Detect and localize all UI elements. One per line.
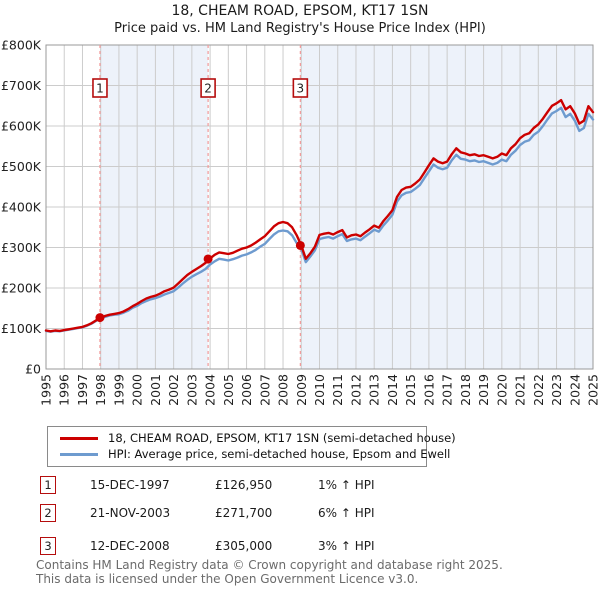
- sale-price: £305,000: [215, 539, 273, 553]
- x-axis-tick-label: 2005: [221, 374, 236, 406]
- sale-badge-box: [200, 78, 216, 98]
- sale-table-row: 1 15-DEC-1997 £126,950 1% ↑ HPI: [40, 476, 560, 496]
- x-axis-tick-label: 1998: [93, 374, 108, 406]
- x-axis-tick-label: 2025: [586, 374, 600, 406]
- sale-price: £126,950: [215, 478, 273, 492]
- copyright-footer: Contains HM Land Registry data © Crown c…: [36, 558, 503, 587]
- sale-badge-number: 1: [96, 82, 104, 96]
- property-line-swatch: [60, 436, 98, 440]
- x-axis-tick-label: 2024: [567, 374, 582, 406]
- legend-label-property: 18, CHEAM ROAD, EPSOM, KT17 1SN (semi-de…: [108, 431, 456, 445]
- price-history-chart: 1 2 3 £0 £100K £200K £300K £400K £500K £600K £700K…: [1, 38, 600, 406]
- hpi-average-line: [44, 106, 595, 333]
- sale-hpi-delta: 1% ↑ HPI: [318, 478, 375, 492]
- x-axis-tick-label: 2007: [257, 374, 272, 406]
- y-axis-tick-label: £400K: [1, 200, 42, 215]
- x-axis-tick-label: 2023: [549, 374, 564, 406]
- sale-date: 15-DEC-1997: [90, 478, 170, 492]
- x-axis-tick-label: 2012: [348, 374, 363, 406]
- sale-badge-number: 2: [204, 82, 212, 96]
- sale-badge-number: 3: [297, 82, 305, 96]
- sale-table-row: 2 21-NOV-2003 £271,700 6% ↑ HPI: [40, 504, 560, 524]
- x-axis-tick-label: 2009: [294, 374, 309, 406]
- x-axis-tick-label: 2003: [184, 374, 199, 406]
- x-axis-tick-label: 1995: [39, 374, 54, 406]
- sale-badge-box: [292, 78, 309, 98]
- x-axis-tick-label: 2000: [130, 374, 145, 406]
- y-axis-tick-label: £0: [25, 362, 41, 377]
- sale-date: 21-NOV-2003: [90, 506, 171, 520]
- y-axis-tick-label: £700K: [1, 78, 42, 93]
- x-axis-tick-label: 1999: [111, 374, 126, 406]
- x-axis-tick-label: 2001: [148, 374, 163, 406]
- plot-frame: [45, 44, 594, 370]
- x-axis-tick-label: 2020: [494, 374, 509, 406]
- x-axis-tick-label: 2008: [276, 374, 291, 406]
- x-axis-tick-label: 2014: [385, 374, 400, 406]
- hpi-line-swatch: [60, 452, 98, 456]
- y-axis-tick-label: £200K: [1, 281, 42, 296]
- x-axis-tick-label: 2004: [203, 374, 218, 406]
- sale-point-marker: [95, 313, 105, 323]
- x-axis-tick-label: 2016: [421, 374, 436, 406]
- sale-number-badge: 1: [40, 476, 56, 494]
- page-subtitle: Price paid vs. HM Land Registry's House …: [114, 21, 486, 36]
- sale-table-row: 3 12-DEC-2008 £305,000 3% ↑ HPI: [40, 537, 560, 557]
- x-axis-tick-label: 2011: [330, 374, 345, 406]
- x-axis-tick-label: 2019: [476, 374, 491, 406]
- property-price-line: [44, 98, 595, 333]
- y-axis-tick-label: £300K: [1, 240, 42, 255]
- legend-item-hpi: HPI: Average price, semi-detached house,…: [54, 446, 450, 462]
- y-axis-tick-label: £100K: [1, 321, 42, 336]
- y-axis-tick-label: £500K: [1, 159, 42, 174]
- x-axis-tick-label: 2018: [458, 374, 473, 406]
- x-axis-tick-label: 2013: [367, 374, 382, 406]
- y-axis-tick-label: £800K: [1, 38, 42, 53]
- footer-line-1: Contains HM Land Registry data © Crown c…: [36, 558, 503, 572]
- sale-number-badge: 2: [40, 504, 56, 522]
- sale-badge-box: [92, 78, 108, 98]
- sale-price: £271,700: [215, 506, 273, 520]
- x-axis-tick-label: 1996: [57, 374, 72, 406]
- sale-number-badge: 3: [40, 537, 56, 555]
- x-axis-tick-label: 2002: [166, 374, 181, 406]
- sale-date: 12-DEC-2008: [90, 539, 170, 553]
- sale-hpi-delta: 6% ↑ HPI: [318, 506, 375, 520]
- sale-point-marker: [203, 254, 213, 264]
- sale-hpi-delta: 3% ↑ HPI: [318, 539, 375, 553]
- y-axis-tick-label: £600K: [1, 119, 42, 134]
- chart-legend: 18, CHEAM ROAD, EPSOM, KT17 1SN (semi-de…: [47, 426, 456, 467]
- x-axis-tick-label: 2015: [403, 374, 418, 406]
- x-axis-tick-label: 1997: [75, 374, 90, 406]
- x-axis-tick-label: 2006: [239, 374, 254, 406]
- x-axis-tick-label: 2017: [440, 374, 455, 406]
- footer-line-2: This data is licensed under the Open Gov…: [36, 571, 419, 586]
- legend-item-property: 18, CHEAM ROAD, EPSOM, KT17 1SN (semi-de…: [54, 430, 456, 446]
- x-axis-tick-label: 2021: [513, 374, 528, 406]
- x-axis-tick-label: 2010: [312, 374, 327, 406]
- page-title: 18, CHEAM ROAD, EPSOM, KT17 1SN: [171, 3, 429, 19]
- x-axis-tick-label: 2022: [531, 374, 546, 406]
- sale-point-marker: [295, 240, 305, 250]
- legend-label-hpi: HPI: Average price, semi-detached house,…: [108, 447, 451, 461]
